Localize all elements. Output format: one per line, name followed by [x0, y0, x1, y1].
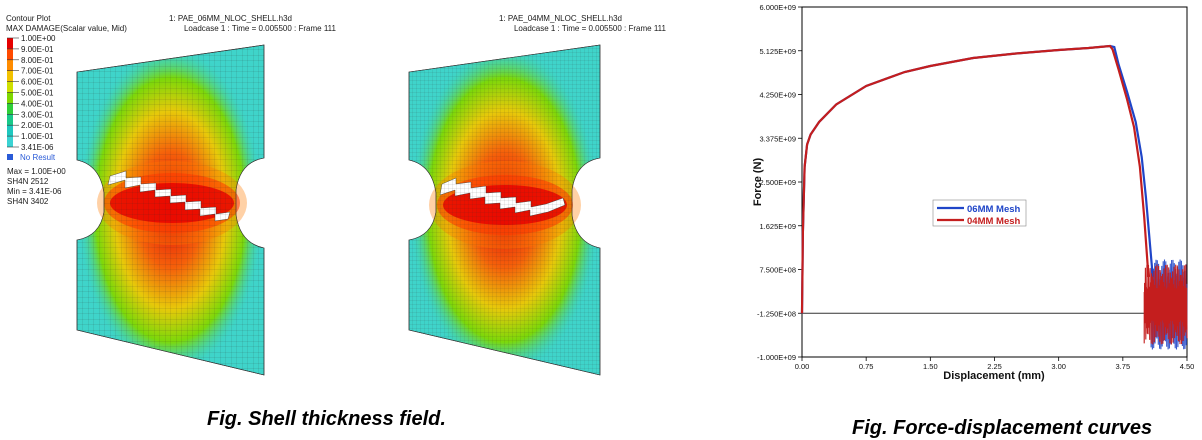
x-tick-label: 2.25: [987, 362, 1002, 371]
y-tick-label: 1.625E+09: [760, 222, 797, 231]
scale-swatch: [7, 136, 13, 147]
series-line-04mm: [800, 44, 1150, 314]
model-1-loadcase: Loadcase 1 : Time = 0.005500 : Frame 111: [184, 24, 337, 33]
x-tick-label: 3.00: [1051, 362, 1066, 371]
y-tick-label: -1.250E+08: [757, 309, 796, 318]
stat-min-element: SH4N 3402: [7, 197, 49, 206]
x-axis-title: Displacement (mm): [943, 370, 1045, 382]
force-displacement-chart: 6.000E+09 5.125E+09 4.250E+09 3.375E+09 2.50…: [752, 3, 1195, 382]
caption-shell-thickness: Fig. Shell thickness field.: [207, 408, 446, 430]
y-tick-label: 4.250E+09: [760, 91, 797, 100]
scale-swatch: [7, 103, 13, 115]
specimen-04mm: [408, 44, 601, 376]
scale-swatch: [7, 81, 13, 93]
contour-plot-panel: Contour Plot MAX DAMAGE(Scalar value, Mi…: [6, 14, 667, 376]
model-2-file: 1: PAE_04MM_NLOC_SHELL.h3d: [499, 14, 622, 23]
model-2-loadcase: Loadcase 1 : Time = 0.005500 : Frame 111: [514, 24, 667, 33]
scale-label: 1.00E+00: [21, 34, 56, 43]
scale-label: 9.00E-01: [21, 45, 54, 54]
y-tick-label: 2.500E+09: [760, 178, 797, 187]
scale-swatch: [7, 38, 13, 49]
y-tick-label: 6.000E+09: [760, 3, 797, 12]
y-axis-title: Force (N): [752, 158, 764, 207]
oscillation-04mm: [1143, 264, 1188, 345]
scale-swatch: [7, 92, 13, 104]
scale-label: 8.00E-01: [21, 56, 54, 65]
scale-label: 5.00E-01: [21, 89, 54, 98]
no-result-swatch: [7, 154, 13, 160]
scale-label: 1.00E-01: [21, 132, 54, 141]
scale-label: 6.00E-01: [21, 78, 54, 87]
x-tick-label: 0.00: [795, 362, 810, 371]
y-tick-label: -1.000E+09: [757, 353, 796, 362]
specimen-06mm: [76, 44, 265, 376]
scale-label: 3.41E-06: [21, 143, 54, 152]
no-result-label: No Result: [20, 153, 56, 162]
contour-title: Contour Plot: [6, 14, 51, 23]
caption-force-displacement: Fig. Force-displacement curves: [852, 417, 1153, 439]
scale-swatch: [7, 59, 13, 71]
color-scale: 1.00E+00 9.00E-01 8.00E-01 7.00E-01 6.00E-01…: [7, 34, 56, 152]
legend-label: 04MM Mesh: [967, 216, 1021, 227]
scale-label: 4.00E-01: [21, 99, 54, 108]
x-tick-label: 3.75: [1116, 362, 1131, 371]
scale-swatch: [7, 70, 13, 82]
x-tick-label: 0.75: [859, 362, 874, 371]
x-tick-label: 1.50: [923, 362, 938, 371]
model-1-file: 1: PAE_06MM_NLOC_SHELL.h3d: [169, 14, 292, 23]
stat-max-element: SH4N 2512: [7, 177, 49, 186]
x-axis-ticks: 0.00 0.75 1.50 2.25 3.00 3.75 4.50: [795, 357, 1195, 371]
scale-swatch: [7, 125, 13, 137]
y-axis-ticks: 6.000E+09 5.125E+09 4.250E+09 3.375E+09 2.50…: [757, 3, 802, 362]
y-tick-label: 5.125E+09: [760, 47, 797, 56]
plot-area: [801, 6, 1188, 358]
y-tick-label: 3.375E+09: [760, 134, 797, 143]
series-lines: [800, 44, 1188, 350]
stat-min: Min = 3.41E-06: [7, 187, 62, 196]
stat-max: Max = 1.00E+00: [7, 167, 66, 176]
scale-swatch: [7, 48, 13, 60]
x-tick-label: 4.50: [1180, 362, 1195, 371]
legend-box: [932, 199, 1027, 227]
legend-label: 06MM Mesh: [967, 204, 1021, 215]
y-tick-label: 7.500E+08: [760, 266, 797, 275]
scale-label: 2.00E-01: [21, 121, 54, 130]
contour-subtitle: MAX DAMAGE(Scalar value, Mid): [6, 24, 127, 33]
scale-swatch: [7, 114, 13, 126]
scale-label: 7.00E-01: [21, 67, 54, 76]
scale-label: 3.00E-01: [21, 110, 54, 119]
